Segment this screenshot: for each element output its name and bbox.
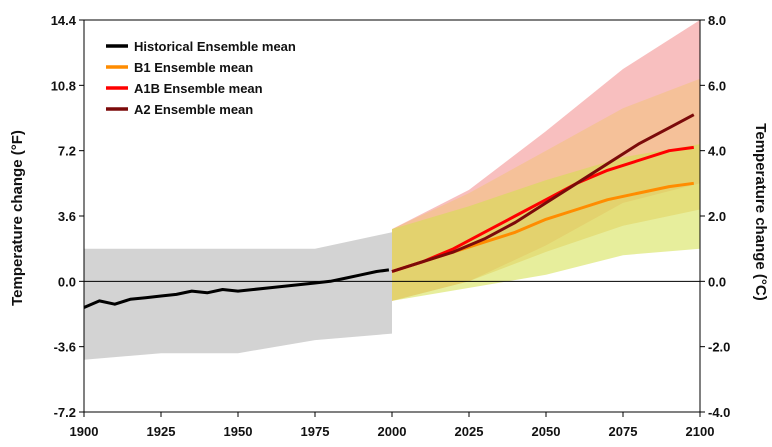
x-tick-label: 1900 <box>70 424 99 439</box>
y-left-tick-label: 10.8 <box>51 78 76 93</box>
x-tick-label: 1975 <box>301 424 330 439</box>
x-tick-label: 1950 <box>224 424 253 439</box>
legend-label-b1: B1 Ensemble mean <box>134 60 253 75</box>
ensemble-spread-layer <box>84 20 700 360</box>
x-tick-label: 2075 <box>609 424 638 439</box>
spread-band-b1 <box>392 144 700 301</box>
y-left-tick-label: -3.6 <box>54 340 76 355</box>
x-tick-label: 2050 <box>532 424 561 439</box>
y-left-tick-label: 14.4 <box>51 13 77 28</box>
y-right-tick-label: 4.0 <box>708 144 726 159</box>
y-left-tick-label: 7.2 <box>58 144 76 159</box>
y-right-tick-label: 6.0 <box>708 78 726 93</box>
x-tick-label: 2025 <box>455 424 484 439</box>
y-right-tick-label: 8.0 <box>708 13 726 28</box>
ensemble-mean-layer <box>83 113 695 309</box>
spread-band-historical <box>84 232 392 360</box>
legend-label-historical: Historical Ensemble mean <box>134 39 296 54</box>
y-right-tick-label: -2.0 <box>708 340 730 355</box>
y-axis-title-right: Temperature change (°C) <box>752 123 769 300</box>
legend-label-a2: A2 Ensemble mean <box>134 102 253 117</box>
legend: Historical Ensemble mean B1 Ensemble mea… <box>106 39 296 117</box>
y-left-tick-label: 0.0 <box>58 274 76 289</box>
legend-label-a1b: A1B Ensemble mean <box>134 81 263 96</box>
y-left-tick-label: -7.2 <box>54 405 76 420</box>
axes-layer: 1900 1925 1950 1975 2000 2025 2050 2075 2100 -7.2… <box>51 13 731 439</box>
y-right-tick-label: -4.0 <box>708 405 730 420</box>
x-tick-label: 2000 <box>378 424 407 439</box>
y-right-tick-label: 0.0 <box>708 274 726 289</box>
y-left-tick-label: 3.6 <box>58 209 76 224</box>
x-tick-label: 1925 <box>147 424 176 439</box>
series-line-historical <box>83 268 390 309</box>
y-axis-title-left: Temperature change (°F) <box>9 130 26 306</box>
y-right-tick-label: 2.0 <box>708 209 726 224</box>
x-tick-label: 2100 <box>686 424 715 439</box>
series-line-a1b <box>391 145 694 273</box>
series-line-a2 <box>391 113 695 273</box>
